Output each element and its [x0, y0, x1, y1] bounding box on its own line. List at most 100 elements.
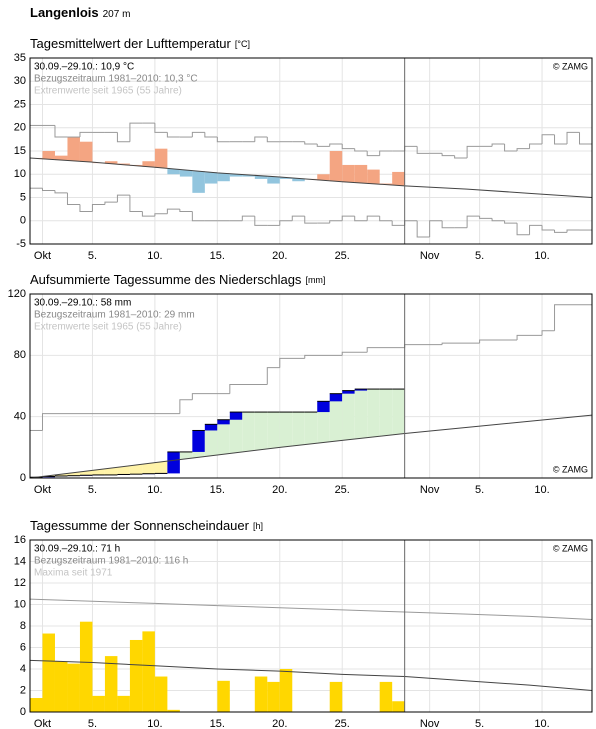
extreme-step — [279, 357, 305, 368]
daily-increment — [229, 412, 243, 420]
extreme-step — [541, 134, 555, 145]
anomaly-bar — [329, 151, 343, 182]
x-tick-label: 10. — [147, 718, 162, 729]
bar — [67, 663, 80, 712]
extreme-step — [554, 304, 592, 331]
extreme-step — [291, 215, 305, 221]
labels: Tagesmittelwert der Lufttemperatur [°C] -5… — [14, 36, 588, 261]
plot-frame — [29, 293, 593, 479]
deviation-fill — [267, 412, 280, 449]
extreme-step — [354, 216, 368, 222]
bar — [42, 633, 55, 712]
bar — [254, 676, 268, 712]
x-tick-label: 10. — [534, 484, 549, 496]
extreme-step — [516, 334, 543, 340]
lines — [29, 539, 593, 713]
anomaly-bar — [204, 172, 218, 184]
extreme-step — [416, 146, 430, 154]
extreme-step — [516, 148, 530, 151]
bar — [79, 621, 93, 712]
extreme-step — [479, 216, 493, 219]
anomaly-bar — [179, 170, 193, 177]
x-tick-label: 10. — [147, 250, 162, 262]
extreme-step — [429, 220, 443, 238]
daily-increment — [192, 430, 205, 452]
bar — [329, 681, 343, 712]
info-line: Bezugszeitraum 1981–2010: 10,3 °C — [34, 74, 198, 85]
extreme-step — [54, 190, 68, 194]
extreme-step — [404, 220, 418, 226]
extreme-step — [416, 220, 430, 238]
extreme-step — [504, 220, 518, 224]
extreme-line — [29, 598, 593, 621]
anomaly-bar — [229, 174, 243, 177]
chart-unit: [h] — [253, 521, 263, 531]
anomaly-bar — [279, 177, 293, 179]
normal-line — [29, 414, 593, 479]
extreme-step — [329, 143, 343, 147]
extreme-step — [491, 218, 505, 222]
bar — [279, 669, 293, 712]
bar — [104, 656, 118, 712]
deviation-fill — [392, 389, 405, 435]
bar — [392, 701, 405, 712]
extreme-step — [441, 342, 480, 345]
x-tick-label: Okt — [34, 484, 51, 496]
bar — [167, 709, 180, 712]
bar — [54, 661, 68, 712]
extreme-step — [516, 223, 530, 236]
chart-unit: [°C] — [235, 39, 250, 49]
x-tick-label: Nov — [420, 484, 440, 496]
extreme-step — [541, 225, 555, 231]
plot-frame — [29, 57, 593, 245]
source: © ZAMG — [553, 543, 588, 553]
extreme-step — [404, 344, 443, 348]
y-tick-label: 8 — [20, 620, 26, 632]
y-tick-label: 0 — [20, 472, 26, 484]
extreme-step — [79, 131, 93, 138]
anomaly-bar — [117, 163, 130, 165]
x-tick-label: 20. — [272, 484, 287, 496]
anomaly-bar — [267, 176, 280, 184]
x-tick-label: 5. — [475, 718, 484, 729]
data — [30, 137, 405, 193]
extreme-step — [279, 220, 293, 226]
y-tick-label: 4 — [20, 663, 26, 675]
labels: Aufsummierte Tagessumme des Niederschlag… — [8, 272, 588, 495]
x-tick-label: 5. — [88, 484, 97, 496]
info-line: 30.09.–29.10.: 58 mm — [34, 298, 131, 309]
extreme-step — [304, 141, 318, 145]
extreme-step — [554, 230, 568, 233]
y-tick-label: 16 — [14, 534, 26, 546]
normal-line — [29, 659, 593, 691]
extreme-step — [316, 144, 330, 147]
x-tick-label: 25. — [335, 250, 350, 262]
y-tick-label: 0 — [20, 706, 26, 718]
y-tick-label: 25 — [14, 98, 26, 110]
bar — [217, 680, 230, 712]
chart-title-text: Tagesmittelwert der Lufttemperatur — [30, 36, 232, 51]
anomaly-bar — [242, 174, 255, 177]
y-tick-label: 2 — [20, 684, 26, 696]
extreme-step — [404, 145, 418, 151]
extreme-step — [304, 216, 318, 224]
chart-title: Tagesmittelwert der Lufttemperatur [°C] — [30, 36, 250, 51]
extreme-step — [529, 143, 543, 149]
bar — [92, 695, 105, 712]
chart-unit: [mm] — [305, 275, 325, 285]
extreme-step — [204, 132, 218, 138]
x-tick-label: Okt — [34, 250, 51, 262]
deviation-fill — [242, 412, 255, 452]
extreme-step — [379, 216, 393, 222]
x-tick-label: 15. — [210, 718, 225, 729]
extreme-step — [191, 131, 205, 138]
deviation-fill — [204, 424, 218, 457]
anomaly-bar — [79, 141, 93, 162]
source: © ZAMG — [553, 464, 588, 474]
extreme-step — [441, 153, 455, 157]
extreme-step — [241, 215, 255, 221]
x-tick-label: 15. — [210, 250, 225, 262]
extreme-step — [391, 220, 405, 226]
chart: Aufsummierte Tagessumme des Niederschlag… — [8, 272, 593, 496]
